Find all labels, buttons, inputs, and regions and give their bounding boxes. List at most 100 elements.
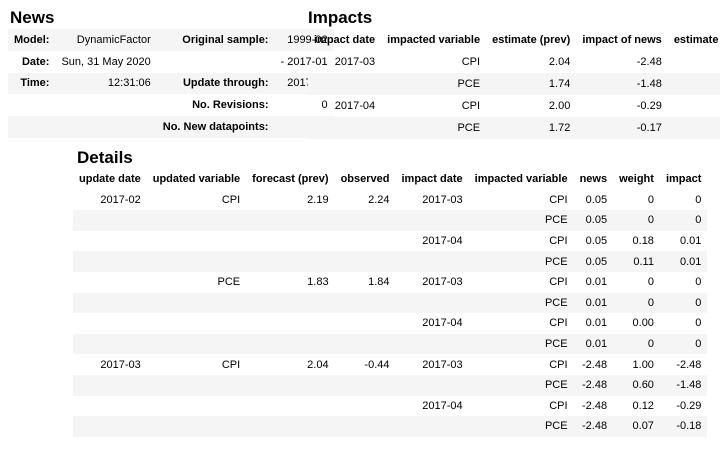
column-header: news [579, 173, 608, 186]
data-cell [73, 416, 147, 437]
data-cell: 0.01 [585, 296, 608, 309]
data-cell: CPI [549, 235, 568, 248]
column-header: observed [340, 173, 390, 186]
news-row: Model: DynamicFactor Original sample: 1999-… [8, 29, 334, 51]
data-cell [396, 210, 469, 231]
data-cell [73, 313, 147, 334]
data-cell: CPI [461, 100, 481, 112]
news-cell: Sun, 31 May 2020 [61, 55, 151, 68]
data-cell: -2.48 [582, 379, 608, 392]
column-header: impacted variable [474, 173, 568, 186]
news-cell: Update through: [182, 77, 269, 90]
data-row: 2017-04 CPI 2.00 -0.29 1.72 [308, 95, 720, 117]
data-cell [335, 313, 396, 334]
data-cell [147, 313, 246, 334]
data-cell [73, 272, 147, 293]
column-header: update date [79, 173, 141, 186]
news-row: No. Revisions: 0 [8, 94, 334, 116]
data-cell: PCE [544, 420, 568, 433]
news-cell [8, 116, 55, 138]
data-cell: 2.19 [307, 193, 329, 206]
data-cell: PCE [544, 379, 568, 392]
data-cell [246, 416, 334, 437]
data-cell [335, 416, 396, 437]
data-row: PCE 0.01 0 0 [73, 333, 708, 355]
details-title: Details [77, 148, 133, 167]
data-cell: PCE [544, 255, 568, 268]
news-cell: - 2017-01 [280, 55, 328, 68]
data-cell: CPI [549, 276, 568, 289]
data-cell: 2017-04 [422, 399, 463, 412]
data-cell: -1.48 [676, 379, 702, 392]
data-cell: 1.00 [632, 358, 654, 371]
data-cell: CPI [549, 399, 568, 412]
data-cell: -0.29 [676, 399, 702, 412]
news-title: News [10, 8, 55, 27]
data-cell [396, 293, 469, 314]
data-row: 2017-03 CPI 2.04 -0.44 2017-03 CPI -2.48 1.00 -2… [73, 354, 707, 375]
column-header: estimate (new) [673, 34, 720, 46]
news-cell: 3 [321, 121, 328, 134]
data-cell [147, 416, 246, 437]
data-row: PCE 0.01 0 0 [73, 292, 708, 314]
data-row: PCE 0.05 0 0 [73, 210, 708, 231]
data-row: 2017-02 CPI 2.19 2.24 2017-03 CPI 0.05 0 0 [73, 190, 707, 211]
data-cell: 1.72 [668, 95, 720, 117]
data-cell: 2017-03 [422, 193, 463, 206]
data-cell [335, 396, 396, 417]
data-cell: -2.48 [582, 420, 608, 433]
data-cell: PCE [457, 122, 481, 134]
data-cell [246, 251, 334, 272]
column-header: impact date [401, 173, 463, 186]
news-cell [55, 94, 156, 116]
column-header: impacted variable [387, 34, 481, 46]
data-row: 2017-03 CPI 2.04 -2.48 -0.44 [308, 51, 720, 73]
data-cell: 2017-03 [100, 358, 141, 371]
data-cell: -0.44 [364, 358, 390, 371]
details-block: Details update date updated variable forec… [73, 147, 708, 437]
news-row: Time: 12:31:06 Update through: 2017-04 [8, 72, 334, 95]
data-cell: -2.48 [582, 399, 608, 412]
data-cell [73, 210, 147, 231]
data-row: 2017-04 CPI 0.01 0.00 0 [73, 313, 707, 334]
news-cell [8, 94, 55, 116]
data-cell: -2.48 [676, 358, 702, 371]
data-cell [147, 375, 246, 396]
news-cell: No. Revisions: [192, 99, 269, 112]
data-row: 2017-04 CPI -2.48 0.12 -0.29 [73, 396, 707, 417]
data-cell: -2.48 [582, 358, 608, 371]
data-cell [147, 293, 246, 314]
data-cell: 2.24 [368, 193, 390, 206]
data-cell: -0.18 [676, 420, 702, 433]
data-cell: 0.01 [679, 235, 702, 248]
data-cell [147, 334, 246, 355]
news-cell: 1999-02 [287, 33, 328, 46]
data-cell: 2017-02 [100, 193, 141, 206]
data-cell: 1.83 [307, 276, 329, 289]
news-cell [157, 51, 275, 73]
data-cell: 0 [695, 276, 702, 289]
data-cell [308, 73, 381, 95]
data-cell: 2017-04 [422, 317, 463, 330]
data-cell: PCE [544, 214, 568, 227]
data-cell: 2.04 [548, 56, 571, 68]
data-cell [246, 293, 334, 314]
data-cell: 2017-03 [334, 56, 376, 68]
data-cell [73, 396, 147, 417]
data-row: PCE 1.72 -0.17 1.55 [308, 117, 720, 139]
data-cell: 0.05 [585, 214, 608, 227]
data-cell: 1.55 [668, 117, 720, 139]
data-row: PCE 1.74 -1.48 0.26 [308, 73, 720, 95]
details-table: update date updated variable forecast (pre… [73, 169, 708, 437]
news-cell: 12:31:06 [107, 77, 151, 90]
data-cell [73, 334, 147, 355]
column-header: estimate (prev) [492, 34, 571, 46]
data-cell: 0.26 [668, 73, 720, 95]
data-cell: -1.48 [636, 78, 662, 90]
data-cell [335, 375, 396, 396]
data-row: PCE 1.83 1.84 2017-03 CPI 0.01 0 0 [73, 272, 707, 293]
data-cell [73, 375, 147, 396]
data-cell: 0.05 [585, 255, 608, 268]
column-header: impact [665, 173, 702, 186]
